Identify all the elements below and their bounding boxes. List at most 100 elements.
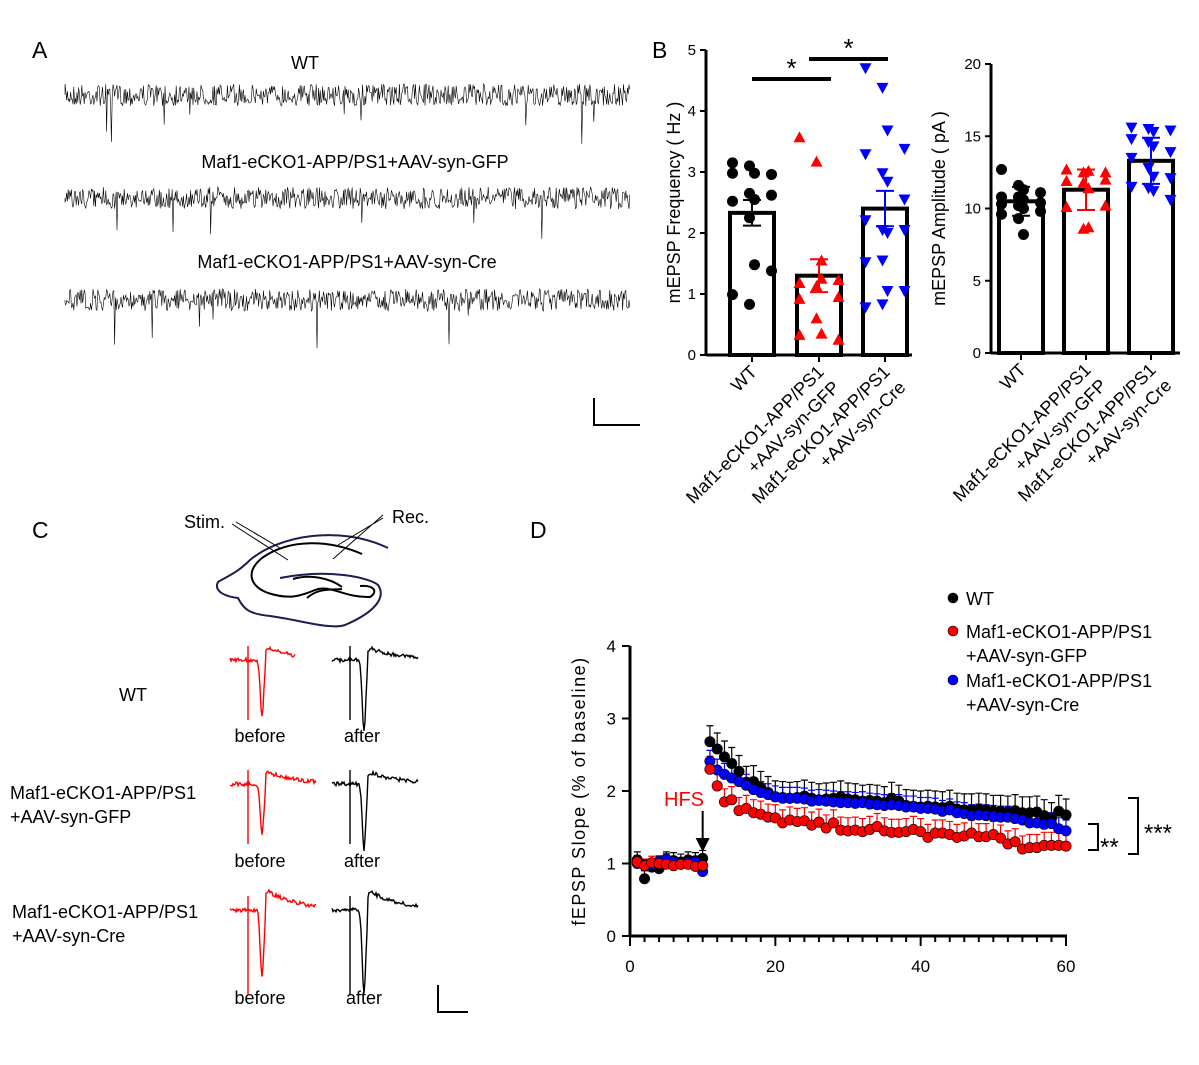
data-point [859,302,872,314]
ca-region [250,542,376,599]
significance-star: * [843,33,853,63]
data-point [1035,187,1046,199]
data-point [726,794,738,806]
y-tick-label: 10 [964,201,981,218]
data-point [711,743,723,755]
data-point [1142,124,1155,136]
after-label-gfp: after [344,851,380,871]
y-tick-label: 0 [607,927,616,946]
data-point [881,285,894,297]
data-point [810,155,823,167]
significance-stars: *** [1144,820,1172,847]
error-bar [1142,136,1160,185]
data-point [1035,205,1046,217]
data-point [704,763,716,775]
fepsp-trace-before [229,888,317,995]
before-label-wt: before [234,726,285,746]
data-point [810,312,823,324]
y-tick-label: 2 [688,225,696,242]
data-point [859,257,872,269]
significance-bracket [1088,823,1099,851]
x-tick-label: 0 [625,957,634,976]
panel-letter-a: A [32,37,48,63]
significance-star: * [786,53,796,83]
hippocampus-slice-diagram [216,514,389,628]
y-tick-label: 1 [607,855,616,874]
data-point [881,125,894,137]
data-point [859,215,872,227]
row-label-cre-line1: Maf1-eCKO1-APP/PS1 [12,902,198,922]
panel-a-traces: WT Maf1-eCKO1-APP/PS1+AAV-syn-GFP Maf1-e… [64,53,640,426]
legend-marker [947,592,959,604]
data-point [1164,194,1177,206]
data-point [832,333,845,345]
row-label-gfp-line2: +AAV-syn-GFP [10,807,131,827]
data-point [749,259,760,271]
legend-label: Maf1-eCKO1-APP/PS1 [966,671,1152,691]
before-label-cre: before [234,988,285,1008]
data-point [915,826,927,838]
data-point [793,131,806,143]
y-tick-label: 0 [973,345,981,362]
data-point [1125,181,1138,193]
data-point [1018,203,1029,214]
slice-outline [216,534,389,628]
fepsp-trace-after [331,645,419,731]
fepsp-trace-before [229,645,296,720]
legend-marker [947,625,959,637]
scale-bar-c [437,985,468,1013]
row-label-cre-line2: +AAV-syn-Cre [12,926,125,946]
data-point [898,143,911,155]
significance-stars: ** [1100,834,1119,861]
y-tick-label: 0 [688,347,696,364]
data-point [1060,175,1073,187]
error-bar [876,189,894,228]
after-label-wt: after [344,726,380,746]
y-tick-label: 20 [964,56,981,73]
data-point [744,298,755,310]
data-point [1099,166,1112,178]
data-point [793,328,806,340]
data-point [766,265,777,277]
data-point [1009,836,1021,848]
mepsc-trace-0 [64,83,631,144]
data-point [996,208,1007,220]
data-point [711,780,723,792]
data-point [1060,809,1072,821]
data-point [639,873,651,885]
fepsp-trace-after [331,769,419,852]
data-point [876,255,889,267]
data-point [898,194,911,206]
legend-label: WT [966,589,994,609]
y-axis-label: mEPSP Amplitude ( pA ) [929,111,949,306]
data-point [881,176,894,188]
data-point [881,228,894,239]
data-point [1142,183,1155,195]
data-point [718,751,730,763]
y-tick-label: 5 [688,42,696,59]
data-point [1164,125,1177,137]
data-point [1125,122,1138,134]
data-point [1082,221,1095,233]
data-point [1060,825,1072,837]
x-tick-label: 20 [766,957,785,976]
data-point [996,198,1007,210]
stim-label: Stim. [184,512,225,532]
rec-label: Rec. [392,507,429,527]
data-point [1125,134,1138,146]
trace-label-wt: WT [291,53,319,73]
data-point [697,860,709,872]
x-tick-label: 40 [911,957,930,976]
data-point [996,163,1007,175]
fepsp-trace-after [331,890,419,995]
data-point [766,189,777,201]
data-point [876,168,889,180]
y-axis-label: fEPSP Slope (% of baseline) [569,656,589,925]
data-point [813,816,825,828]
data-point [1125,152,1138,164]
data-point [815,327,828,339]
panel-letter-d: D [530,517,547,543]
data-point [876,224,889,236]
panel-c-traces: Stim. Rec. WT Maf1-eCKO1-APP/PS1 +AAV-sy… [10,507,468,1013]
data-point [727,289,738,301]
